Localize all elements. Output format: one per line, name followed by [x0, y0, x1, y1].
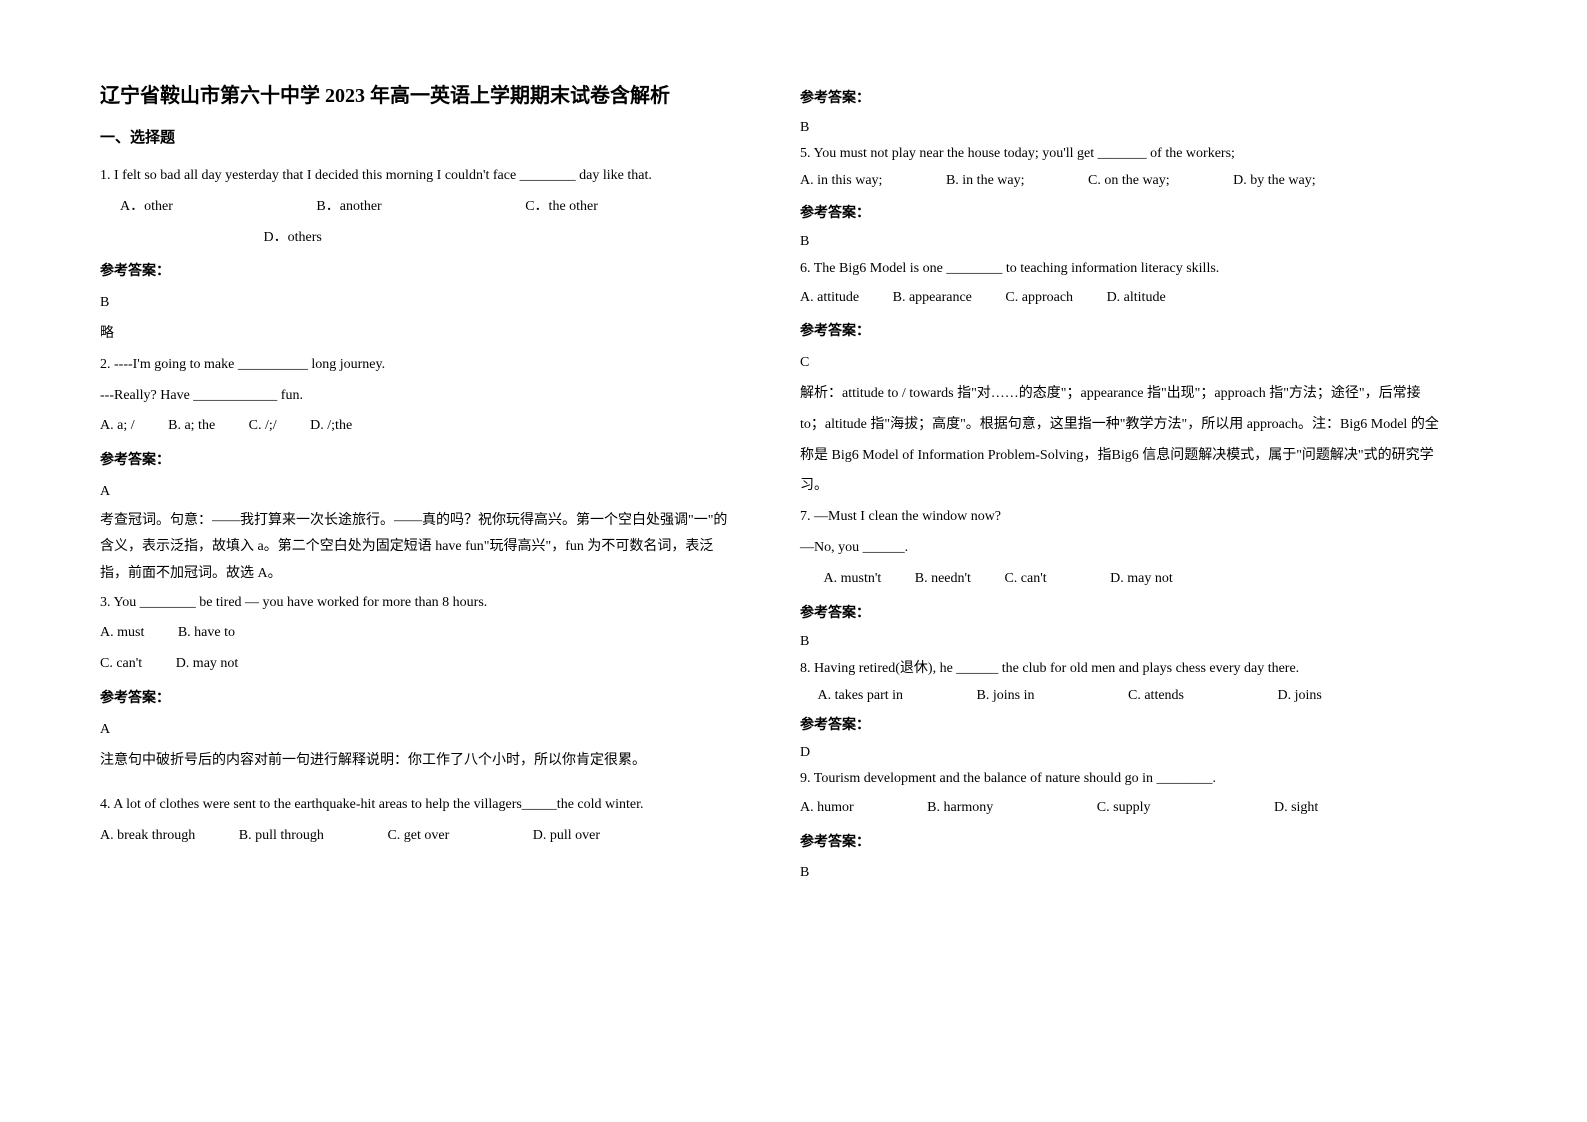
q9-opt-a: A. humor [800, 793, 854, 824]
exam-title: 辽宁省鞍山市第六十中学 2023 年高一英语上学期期末试卷含解析 [100, 80, 740, 112]
q9-opt-b: B. harmony [927, 793, 993, 824]
answer-label: 参考答案： [100, 684, 740, 715]
q1-opt-c: C．the other [525, 192, 598, 223]
q3-opt-b: B. have to [178, 618, 235, 649]
answer-label: 参考答案： [800, 828, 1440, 859]
q1-opt-d: D．others [264, 223, 322, 254]
q9-opt-d: D. sight [1274, 793, 1318, 824]
q2-answer: A [100, 477, 740, 508]
q4-opt-b: B. pull through [239, 821, 324, 852]
q1-answer: B [100, 288, 740, 319]
q3-explanation: 注意句中破折号后的内容对前一句进行解释说明：你工作了八个小时，所以你肯定很累。 [100, 746, 740, 777]
q3-opt-c: C. can't [100, 649, 142, 680]
q8-stem: 8. Having retired(退休), he ______ the clu… [800, 656, 1440, 683]
q9-opt-c: C. supply [1097, 793, 1151, 824]
q5-opt-d: D. by the way; [1233, 168, 1315, 195]
q8-opt-a: A. takes part in [818, 683, 904, 710]
q8-options: A. takes part in B. joins in C. attends … [800, 683, 1440, 710]
q7-opt-d: D. may not [1110, 564, 1173, 595]
answer-label: 参考答案： [800, 317, 1440, 348]
q8-opt-d: D. joins [1278, 683, 1322, 710]
q1-options-row2: D．others [100, 223, 740, 254]
answer-label: 参考答案： [800, 84, 1440, 115]
q1-opt-a: A．other [120, 192, 173, 223]
q7-opt-c: C. can't [1004, 564, 1046, 595]
q6-answer: C [800, 348, 1440, 379]
q1-opt-b: B．another [316, 192, 381, 223]
q6-opt-d: D. altitude [1107, 283, 1166, 314]
q6-options: A. attitude B. appearance C. approach D.… [800, 283, 1440, 314]
q7-answer: B [800, 629, 1440, 656]
q9-stem: 9. Tourism development and the balance o… [800, 766, 1440, 793]
q7-stem-a: 7. —Must I clean the window now? [800, 502, 1440, 533]
q4-stem: 4. A lot of clothes were sent to the ear… [100, 790, 740, 821]
q1-stem: 1. I felt so bad all day yesterday that … [100, 161, 740, 192]
left-column: 辽宁省鞍山市第六十中学 2023 年高一英语上学期期末试卷含解析 一、选择题 1… [100, 80, 740, 889]
q5-stem: 5. You must not play near the house toda… [800, 141, 1440, 168]
q2-explanation: 考查冠词。句意：——我打算来一次长途旅行。——真的吗？祝你玩得高兴。第一个空白处… [100, 508, 740, 588]
q4-options: A. break through B. pull through C. get … [100, 821, 740, 852]
q5-answer: B [800, 229, 1440, 256]
answer-label: 参考答案： [800, 713, 1440, 740]
answer-label: 参考答案： [100, 257, 740, 288]
q4-answer: B [800, 115, 1440, 142]
q5-opt-a: A. in this way; [800, 168, 882, 195]
q2-opt-d: D. /;the [310, 411, 352, 442]
q5-opt-b: B. in the way; [946, 168, 1025, 195]
q3-options-row2: C. can't D. may not [100, 649, 740, 680]
q4-opt-a: A. break through [100, 821, 195, 852]
q5-options: A. in this way; B. in the way; C. on the… [800, 168, 1440, 195]
q1-options-row1: A．other B．another C．the other [100, 192, 740, 223]
q3-opt-d: D. may not [176, 649, 239, 680]
q7-stem-b: —No, you ______. [800, 533, 1440, 564]
q9-options: A. humor B. harmony C. supply D. sight [800, 793, 1440, 824]
q2-opt-b: B. a; the [168, 411, 215, 442]
q2-stem-a: 2. ----I'm going to make __________ long… [100, 350, 740, 381]
q2-opt-c: C. /;/ [249, 411, 277, 442]
q3-opt-a: A. must [100, 618, 144, 649]
q7-options: A. mustn't B. needn't C. can't D. may no… [800, 564, 1440, 595]
q3-stem: 3. You ________ be tired — you have work… [100, 588, 740, 619]
q6-opt-b: B. appearance [893, 283, 972, 314]
q4-opt-c: C. get over [387, 821, 449, 852]
q7-opt-b: B. needn't [915, 564, 971, 595]
right-column: 参考答案： B 5. You must not play near the ho… [800, 80, 1440, 889]
q2-opt-a: A. a; / [100, 411, 135, 442]
q8-opt-c: C. attends [1128, 683, 1184, 710]
q3-answer: A [100, 715, 740, 746]
q6-explanation: 解析：attitude to / towards 指"对……的态度"；appea… [800, 379, 1440, 502]
section-heading: 一、选择题 [100, 122, 740, 155]
q5-opt-c: C. on the way; [1088, 168, 1170, 195]
q6-stem: 6. The Big6 Model is one ________ to tea… [800, 256, 1440, 283]
q6-opt-a: A. attitude [800, 283, 859, 314]
q2-options: A. a; / B. a; the C. /;/ D. /;the [100, 411, 740, 442]
answer-label: 参考答案： [800, 599, 1440, 630]
q9-answer: B [800, 858, 1440, 889]
q3-options-row1: A. must B. have to [100, 618, 740, 649]
answer-label: 参考答案： [800, 199, 1440, 230]
q1-explanation: 略 [100, 319, 740, 350]
q7-opt-a: A. mustn't [824, 564, 882, 595]
q2-stem-b: ---Really? Have ____________ fun. [100, 381, 740, 412]
q6-opt-c: C. approach [1005, 283, 1073, 314]
q8-answer: D [800, 740, 1440, 767]
q8-opt-b: B. joins in [977, 683, 1035, 710]
q4-opt-d: D. pull over [533, 821, 600, 852]
answer-label: 参考答案： [100, 446, 740, 477]
